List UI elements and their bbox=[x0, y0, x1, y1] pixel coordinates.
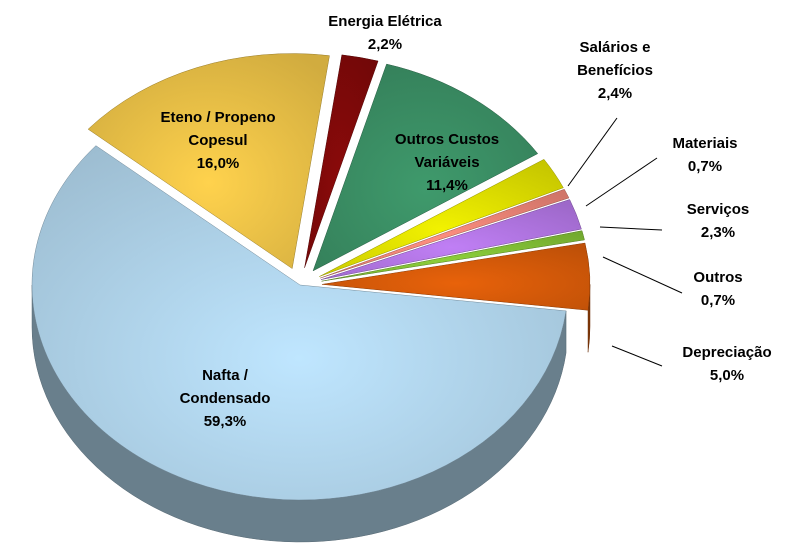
category-name: Depreciação bbox=[682, 344, 772, 361]
value-label: 5,0% bbox=[709, 367, 745, 384]
slice bbox=[321, 242, 591, 311]
category-name: Eteno / Propeno Copesul bbox=[160, 109, 276, 149]
leader-line bbox=[567, 117, 618, 187]
category-name: Salários e Benefícios bbox=[577, 39, 653, 79]
tops bbox=[31, 53, 591, 501]
value-label: 2,3% bbox=[700, 224, 736, 241]
category-name: Nafta / Condensado bbox=[179, 367, 271, 407]
leader-line bbox=[611, 345, 663, 367]
slice bbox=[87, 53, 330, 269]
leader-line bbox=[602, 256, 683, 294]
leader-line bbox=[599, 226, 663, 231]
category-name: Materiais bbox=[672, 135, 738, 152]
value-label: 2,4% bbox=[597, 85, 633, 102]
slice-label: Depreciação 5,0% bbox=[662, 341, 792, 387]
category-name: Outros Custos Variáveis bbox=[394, 131, 500, 171]
slice-label: Outros Custos Variáveis 11,4% bbox=[377, 128, 517, 197]
slice bbox=[320, 188, 570, 279]
slice-label: Eteno / Propeno Copesul 16,0% bbox=[143, 106, 293, 175]
slice-label: Serviços 2,3% bbox=[663, 198, 773, 244]
category-name: Energia Elétrica bbox=[328, 13, 442, 30]
value-label: 0,7% bbox=[687, 158, 723, 175]
slice-label: Energia Elétrica 2,2% bbox=[295, 10, 475, 56]
category-name: Serviços bbox=[686, 201, 750, 218]
value-label: 11,4% bbox=[426, 177, 468, 194]
slice bbox=[320, 199, 582, 280]
slice-label: Outros 0,7% bbox=[663, 266, 773, 312]
slice bbox=[319, 159, 564, 277]
slice-label: Nafta / Condensado 59,3% bbox=[165, 364, 285, 433]
value-label: 2,2% bbox=[367, 36, 403, 53]
slice-label: Materiais 0,7% bbox=[650, 132, 760, 178]
slice bbox=[321, 230, 585, 282]
value-label: 0,7% bbox=[700, 292, 736, 309]
slice bbox=[312, 63, 539, 272]
slice-label: Salários e Benefícios 2,4% bbox=[560, 36, 670, 105]
slice bbox=[31, 145, 567, 501]
category-name: Outros bbox=[693, 269, 743, 286]
value-label: 59,3% bbox=[203, 413, 247, 430]
leader-line bbox=[585, 157, 658, 207]
value-label: 16,0% bbox=[196, 155, 240, 172]
slice bbox=[304, 54, 379, 268]
leaders bbox=[567, 117, 683, 367]
